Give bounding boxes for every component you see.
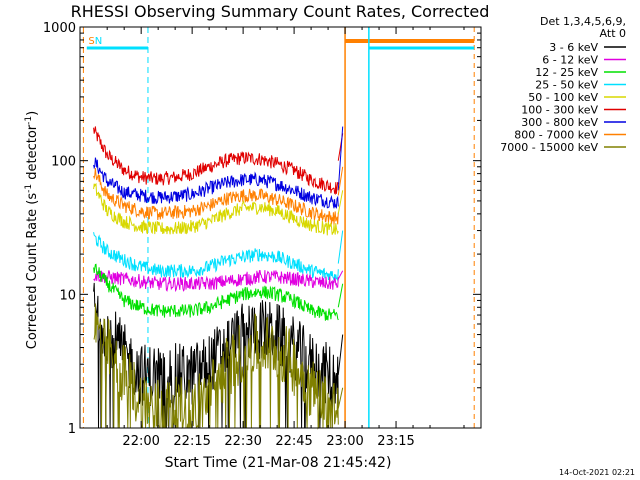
y-tick-label: 100 [51,155,76,170]
series-line-300-800-kev [93,157,339,209]
series-edge [337,387,344,409]
x-tick-label: 22:15 [173,434,210,449]
plot-frame [79,26,482,429]
series-edge [337,230,344,264]
flag-label-s: S [88,36,94,47]
series-line-12-25-kev [93,263,339,321]
x-tick-label: 22:45 [275,434,312,449]
series-line-50-100-kev [93,182,339,236]
chart-title: RHESSI Observing Summary Count Rates, Co… [71,2,490,21]
legend-header: Att 0 [600,27,626,40]
y-tick-label: 1000 [43,21,76,36]
series-line-6-12-kev [93,270,339,293]
series-edge [337,334,344,375]
x-tick-label: 23:00 [326,434,363,449]
series-edge [337,126,344,191]
x-tick-label: 23:15 [377,434,414,449]
series-line-800-7000-kev [93,167,339,225]
series-line-25-50-kev [93,232,339,282]
y-tick-label: 10 [59,288,76,303]
generated-timestamp: 14-Oct-2021 02:21 [559,468,635,477]
y-axis-label: Corrected Count Rate (s-1 detector-1) [24,111,40,349]
series-edge [337,270,344,280]
legend-label: 7000 - 15000 keV [500,141,598,154]
legend-label: 25 - 50 keV [535,79,598,92]
legend-label: 100 - 300 keV [521,104,598,117]
series-edge [337,166,344,196]
legend-label: 12 - 25 keV [535,66,598,79]
legend-label: 3 - 6 keV [549,41,598,54]
x-tick-label: 22:30 [224,434,261,449]
flag-label-n: N [95,36,102,47]
series-line-100-300-kev [93,126,339,196]
x-axis-label: Start Time (21-Mar-08 21:45:42) [165,455,392,471]
x-tick-label: 22:00 [122,434,159,449]
legend-label: 800 - 7000 keV [514,129,598,142]
y-tick-label: 1 [68,422,76,437]
series-edge [337,283,344,308]
legend-label: 300 - 800 keV [521,116,598,129]
legend-header: Det 1,3,4,5,6,9, [540,15,626,28]
legend-label: 6 - 12 keV [542,54,598,67]
series-edge [337,190,344,214]
legend-label: 50 - 100 keV [528,91,598,104]
